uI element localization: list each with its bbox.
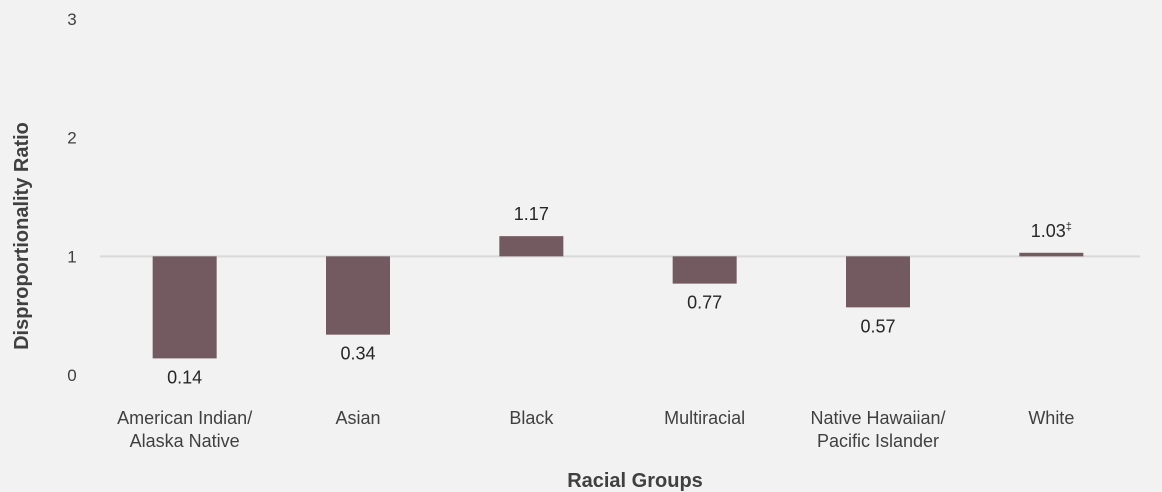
x-axis-title: Racial Groups	[567, 470, 703, 492]
category-label: Asian	[335, 408, 380, 428]
category-label: Pacific Islander	[817, 431, 939, 451]
bar	[152, 256, 217, 359]
bars	[152, 236, 1084, 359]
bar	[672, 256, 737, 284]
y-tick-label: 0	[67, 366, 76, 385]
data-label: 0.34	[340, 344, 375, 364]
y-axis-title: Disproportionality Ratio	[11, 122, 33, 350]
bar	[846, 256, 910, 308]
y-tick-label: 1	[67, 247, 76, 266]
category-label: Alaska Native	[130, 431, 240, 451]
category-label: Native Hawaiian/	[810, 408, 945, 428]
y-axis-ticks: 0 1 2 3	[67, 10, 76, 385]
category-label: White	[1028, 408, 1074, 428]
category-label: Multiracial	[664, 408, 745, 428]
category-label: American Indian/	[117, 408, 252, 428]
bar	[326, 256, 390, 335]
data-label: 1.17	[514, 204, 549, 224]
data-labels: 0.14 0.34 1.17 0.77 0.57 1.03‡	[167, 204, 1072, 387]
category-label: Black	[509, 408, 554, 428]
footnote-marker: ‡	[1066, 221, 1072, 233]
y-tick-label: 3	[67, 10, 76, 29]
data-label: 0.57	[860, 316, 895, 336]
bar	[1019, 252, 1084, 257]
data-label: 0.77	[687, 293, 722, 313]
data-label: 0.14	[167, 367, 202, 387]
data-label: 1.03‡	[1031, 221, 1072, 241]
x-axis-categories: American Indian/Alaska Native Asian Black M…	[117, 408, 1074, 451]
y-tick-label: 2	[67, 129, 76, 148]
bar	[499, 236, 564, 257]
